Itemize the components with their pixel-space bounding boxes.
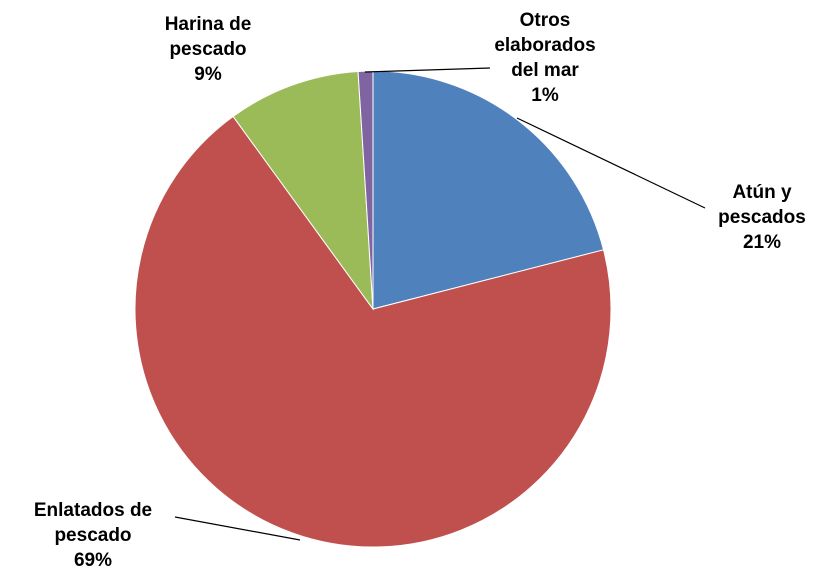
pie-slice xyxy=(357,70,374,310)
pie-slice xyxy=(232,70,374,311)
percent-label: 9% xyxy=(194,64,222,85)
leader-line xyxy=(364,67,491,73)
percent-label: 21% xyxy=(742,232,782,253)
pie-slice xyxy=(372,70,605,310)
slice-label: Otros elaborados del mar 1% xyxy=(485,8,605,108)
leader-line xyxy=(174,516,301,541)
slice-label: Atún y pescados 21% xyxy=(702,180,822,255)
slice-label: Harina de pescado 9% xyxy=(143,12,273,87)
category-name: Enlatados de pescado xyxy=(33,500,153,546)
pie-slice xyxy=(134,115,612,548)
leader-line xyxy=(516,117,706,209)
percent-label: 69% xyxy=(73,550,113,571)
percent-label: 1% xyxy=(531,85,559,106)
category-name: Harina de pescado xyxy=(164,14,252,60)
category-name: Atún y pescados xyxy=(718,182,806,228)
category-name: Otros elaborados del mar xyxy=(494,10,596,81)
slice-label: Enlatados de pescado 69% xyxy=(6,498,181,573)
